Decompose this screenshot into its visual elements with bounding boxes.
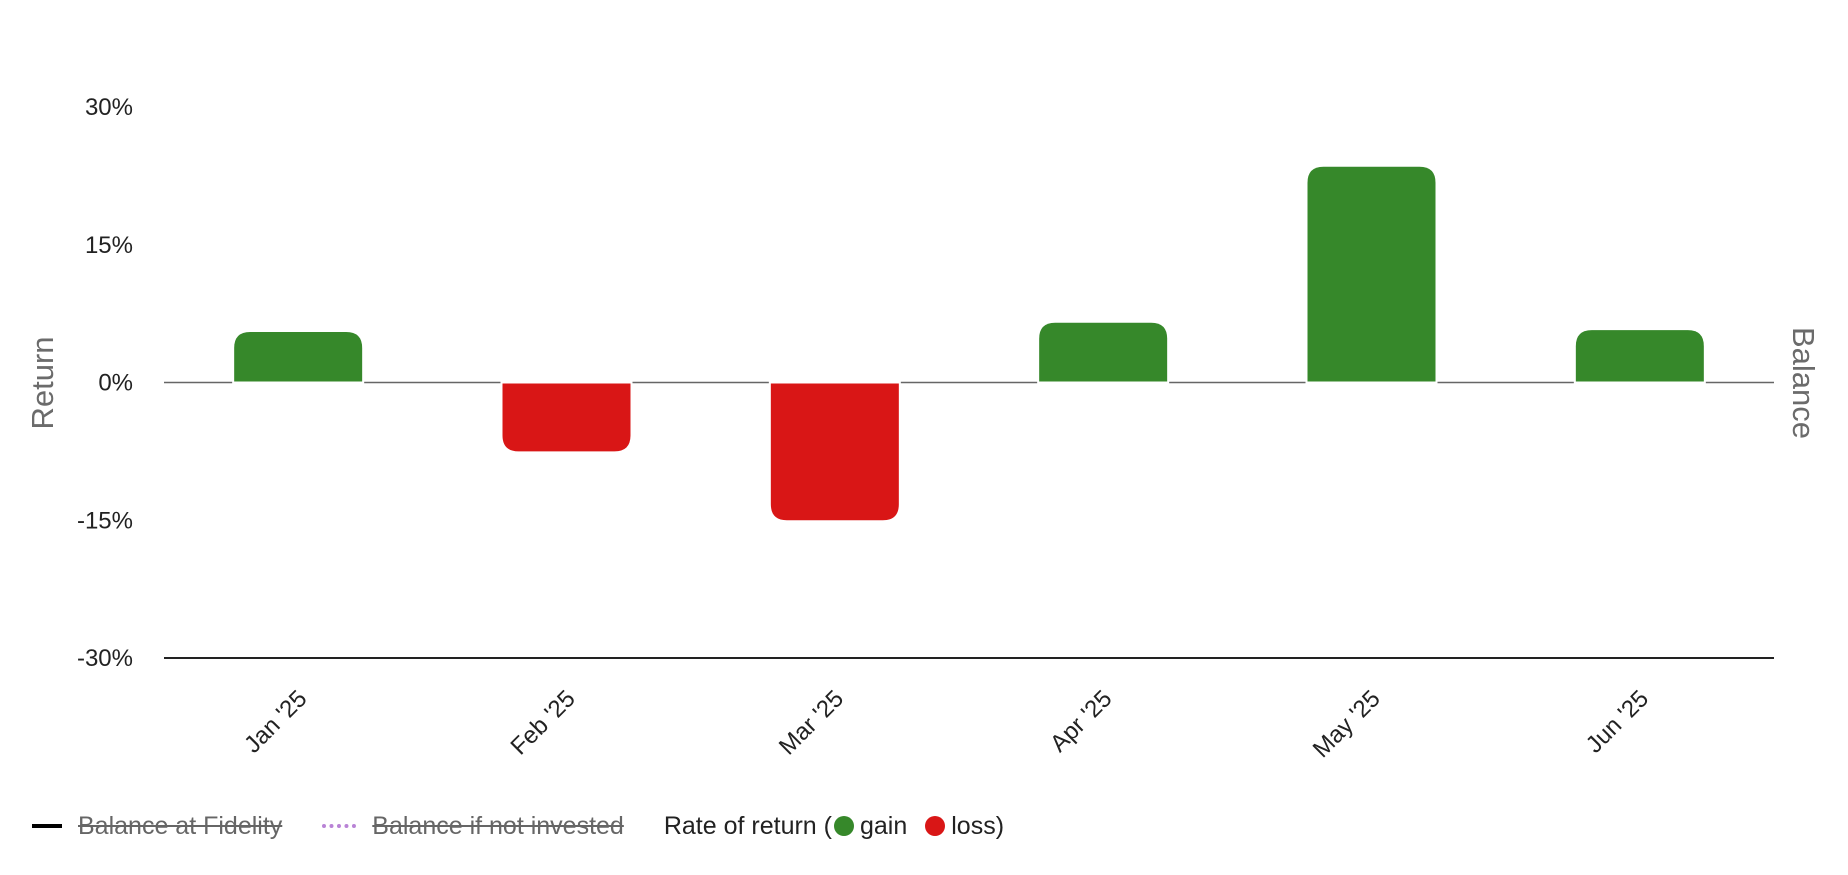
loss-bar [502, 383, 631, 452]
gain-bar [1307, 166, 1436, 382]
bars-layer [234, 166, 1704, 521]
y-axis-title-right: Balance [1786, 327, 1821, 439]
dotted-line-swatch-icon [322, 824, 357, 828]
x-tick-label: May '25 [1308, 685, 1386, 763]
legend-item-balance-at-fidelity[interactable]: Balance at Fidelity [32, 812, 282, 841]
gain-dot-icon [833, 816, 854, 836]
y-tick-label: -15% [77, 507, 133, 534]
y-tick-label: 0% [98, 370, 133, 397]
y-tick-label: -30% [77, 645, 133, 672]
x-tick-label: Feb '25 [506, 685, 581, 760]
gain-bar [234, 331, 363, 382]
x-tick-label: Jun '25 [1581, 685, 1654, 758]
legend-label-rate-prefix: Rate of return ( [663, 811, 832, 840]
balance-line-swatch-icon [32, 824, 62, 828]
y-axis-title: Return [25, 336, 60, 429]
legend-label-gain: gain [859, 811, 908, 840]
y-tick-label: 15% [85, 232, 133, 259]
x-tick-label: Mar '25 [774, 685, 849, 760]
gain-bar [1575, 330, 1704, 382]
loss-dot-icon [925, 816, 946, 836]
gain-bar [1039, 322, 1168, 382]
legend-item-rate-of-return[interactable]: Rate of return ( gain loss) [664, 812, 1004, 841]
axes-layer [164, 381, 1774, 659]
legend-label-balance-if-not-invested: Balance if not invested [372, 811, 624, 840]
legend-label-balance-at-fidelity: Balance at Fidelity [78, 811, 283, 840]
legend-label-loss: loss) [951, 811, 1005, 840]
y-tick-label: 30% [85, 94, 133, 121]
labels-layer: 30% 15% 0% -15% -30% Return Balance Jan '25 Feb … [25, 94, 1821, 763]
loss-bar [770, 383, 899, 521]
x-tick-label: Jan '25 [239, 685, 312, 758]
legend-item-balance-if-not-invested[interactable]: Balance if not invested [322, 812, 624, 841]
legend: Balance at Fidelity Balance if not inves… [32, 808, 1004, 844]
x-tick-label: Apr '25 [1045, 685, 1117, 757]
